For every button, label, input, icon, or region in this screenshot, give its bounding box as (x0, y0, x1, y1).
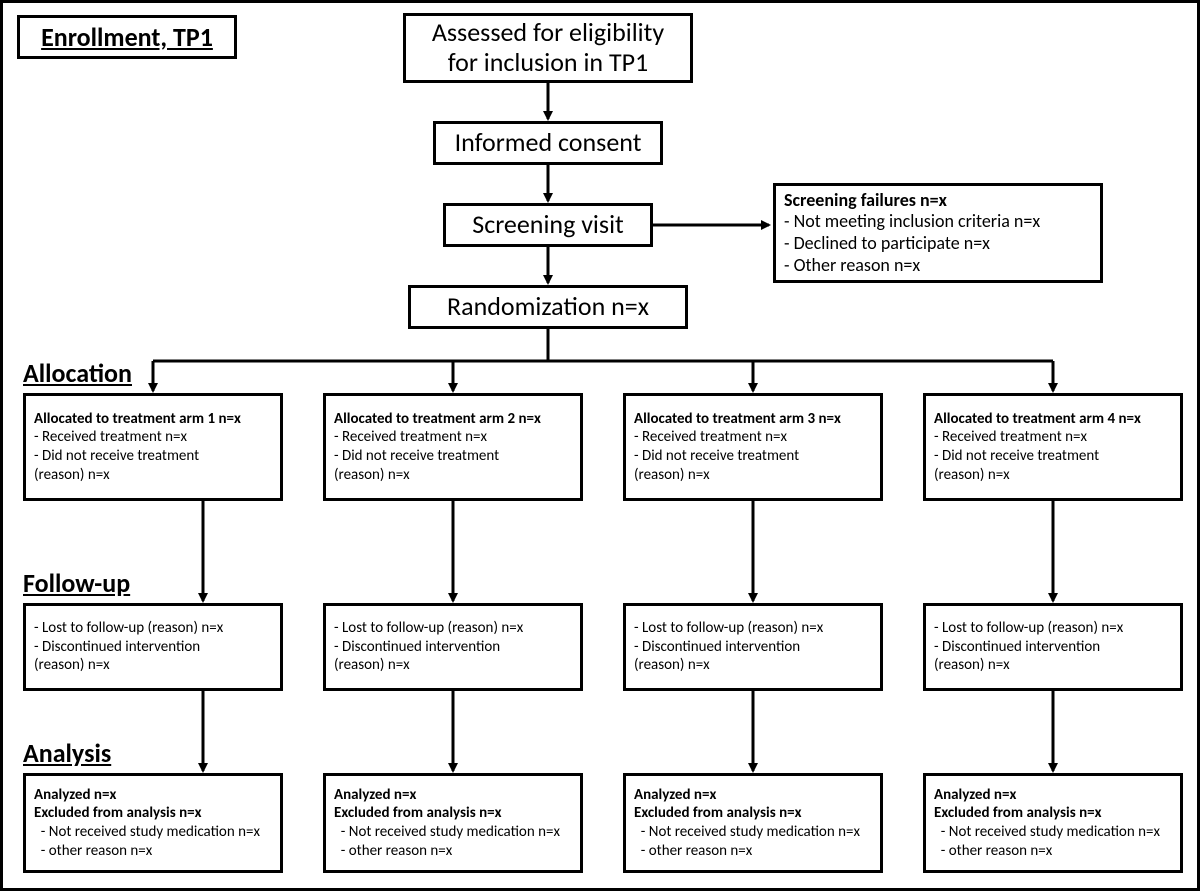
fu-item-0: - Lost to follow-up (reason) n=x (34, 619, 223, 638)
consent-text: Informed consent (455, 128, 642, 158)
an-item-0: - Not received study medication n=x (334, 823, 560, 842)
an-item-0: - Not received study medication n=x (34, 823, 260, 842)
an-title2: Excluded from analysis n=x (634, 804, 801, 823)
analysis-box-arm-1: Analyzed n=xExcluded from analysis n=x -… (23, 773, 283, 873)
fu-item-1: - Discontinued intervention (934, 638, 1100, 657)
an-title1: Analyzed n=x (34, 786, 116, 805)
alloc-box-arm-1: Allocated to treatment arm 1 n=x- Receiv… (23, 393, 283, 501)
alloc-item-0: - Received treatment n=x (334, 428, 487, 447)
flowchart-canvas: Enrollment, TP1 Assessed for eligibility… (0, 0, 1200, 891)
alloc-box-arm-2: Allocated to treatment arm 2 n=x- Receiv… (323, 393, 583, 501)
screening-text: Screening visit (472, 210, 624, 240)
an-title2: Excluded from analysis n=x (934, 804, 1101, 823)
fu-item-0: - Lost to follow-up (reason) n=x (934, 619, 1123, 638)
fu-item-0: - Lost to follow-up (reason) n=x (334, 619, 523, 638)
alloc-item-1: - Did not receive treatment (334, 447, 499, 466)
assessed-line2: for inclusion in TP1 (448, 48, 648, 78)
alloc-item-2: (reason) n=x (334, 466, 410, 485)
an-item-1: - other reason n=x (334, 842, 452, 861)
alloc-item-2: (reason) n=x (634, 466, 710, 485)
an-item-0: - Not received study medication n=x (934, 823, 1160, 842)
alloc-item-0: - Received treatment n=x (934, 428, 1087, 447)
alloc-item-1: - Did not receive treatment (634, 447, 799, 466)
followup-box-arm-3: - Lost to follow-up (reason) n=x- Discon… (623, 603, 883, 691)
node-randomization: Randomization n=x (408, 285, 688, 329)
randomization-text: Randomization n=x (447, 292, 649, 322)
allocation-label: Allocation (23, 357, 132, 389)
node-assessed: Assessed for eligibility for inclusion i… (403, 13, 693, 83)
fu-item-2: (reason) n=x (634, 656, 710, 675)
analysis-label: Analysis (23, 737, 111, 769)
an-item-0: - Not received study medication n=x (634, 823, 860, 842)
fu-item-1: - Discontinued intervention (334, 638, 500, 657)
alloc-title: Allocated to treatment arm 3 n=x (634, 410, 841, 429)
fu-item-2: (reason) n=x (334, 656, 410, 675)
an-title2: Excluded from analysis n=x (334, 804, 501, 823)
an-title1: Analyzed n=x (934, 786, 1016, 805)
alloc-item-1: - Did not receive treatment (34, 447, 199, 466)
alloc-title: Allocated to treatment arm 2 n=x (334, 410, 541, 429)
fu-item-2: (reason) n=x (934, 656, 1010, 675)
failures-item-2: - Other reason n=x (784, 255, 920, 277)
fu-item-0: - Lost to follow-up (reason) n=x (634, 619, 823, 638)
followup-box-arm-2: - Lost to follow-up (reason) n=x- Discon… (323, 603, 583, 691)
an-item-1: - other reason n=x (934, 842, 1052, 861)
an-title2: Excluded from analysis n=x (34, 804, 201, 823)
alloc-item-2: (reason) n=x (934, 466, 1010, 485)
assessed-line1: Assessed for eligibility (432, 18, 664, 48)
node-screening: Screening visit (443, 203, 653, 247)
fu-item-2: (reason) n=x (34, 656, 110, 675)
failures-item-1: - Declined to participate n=x (784, 233, 990, 255)
fu-item-1: - Discontinued intervention (34, 638, 200, 657)
analysis-box-arm-4: Analyzed n=xExcluded from analysis n=x -… (923, 773, 1183, 873)
node-consent: Informed consent (433, 121, 663, 165)
alloc-box-arm-3: Allocated to treatment arm 3 n=x- Receiv… (623, 393, 883, 501)
an-item-1: - other reason n=x (634, 842, 752, 861)
alloc-item-0: - Received treatment n=x (34, 428, 187, 447)
followup-box-arm-1: - Lost to follow-up (reason) n=x- Discon… (23, 603, 283, 691)
analysis-box-arm-2: Analyzed n=xExcluded from analysis n=x -… (323, 773, 583, 873)
alloc-title: Allocated to treatment arm 4 n=x (934, 410, 1141, 429)
enrollment-header: Enrollment, TP1 (41, 23, 213, 52)
alloc-item-0: - Received treatment n=x (634, 428, 787, 447)
an-item-1: - other reason n=x (34, 842, 152, 861)
followup-label: Follow-up (23, 567, 130, 599)
enrollment-header-box: Enrollment, TP1 (17, 15, 237, 59)
node-screening-failures: Screening failures n=x - Not meeting inc… (773, 183, 1103, 283)
alloc-item-1: - Did not receive treatment (934, 447, 1099, 466)
failures-item-0: - Not meeting inclusion criteria n=x (784, 211, 1040, 233)
alloc-box-arm-4: Allocated to treatment arm 4 n=x- Receiv… (923, 393, 1183, 501)
alloc-title: Allocated to treatment arm 1 n=x (34, 410, 241, 429)
fu-item-1: - Discontinued intervention (634, 638, 800, 657)
an-title1: Analyzed n=x (634, 786, 716, 805)
an-title1: Analyzed n=x (334, 786, 416, 805)
analysis-box-arm-3: Analyzed n=xExcluded from analysis n=x -… (623, 773, 883, 873)
failures-title: Screening failures n=x (784, 190, 947, 212)
alloc-item-2: (reason) n=x (34, 466, 110, 485)
followup-box-arm-4: - Lost to follow-up (reason) n=x- Discon… (923, 603, 1183, 691)
